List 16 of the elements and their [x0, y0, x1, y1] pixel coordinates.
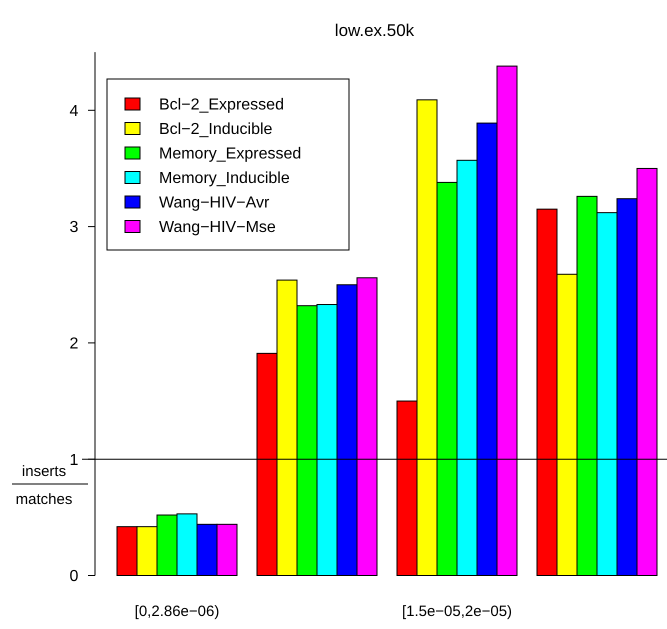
x-tick-label: [1.5e−05,2e−05) [402, 603, 512, 620]
text: matches [16, 491, 72, 508]
chart-title: low.ex.50k [334, 21, 415, 40]
y-tick-label: 1 [70, 452, 79, 469]
y-tick-label: 4 [70, 102, 79, 120]
y-tick-label: 0 [70, 568, 79, 586]
legend-label: Wang−HIV−Avr [159, 194, 270, 212]
legend-label: Bcl−2_Inducible [159, 121, 273, 138]
x-tick-label: [0,2.86e−06) [134, 603, 220, 620]
y-tick-label: 3 [70, 219, 79, 236]
legend-label: Memory_Expressed [159, 146, 302, 163]
legend-label: Bcl−2_Expressed [159, 96, 284, 114]
text: inserts [22, 463, 66, 480]
legend-label: Wang−HIV−Mse [159, 219, 276, 236]
legend-label: Memory_Inducible [159, 170, 290, 188]
y-tick-label: 2 [70, 336, 79, 352]
